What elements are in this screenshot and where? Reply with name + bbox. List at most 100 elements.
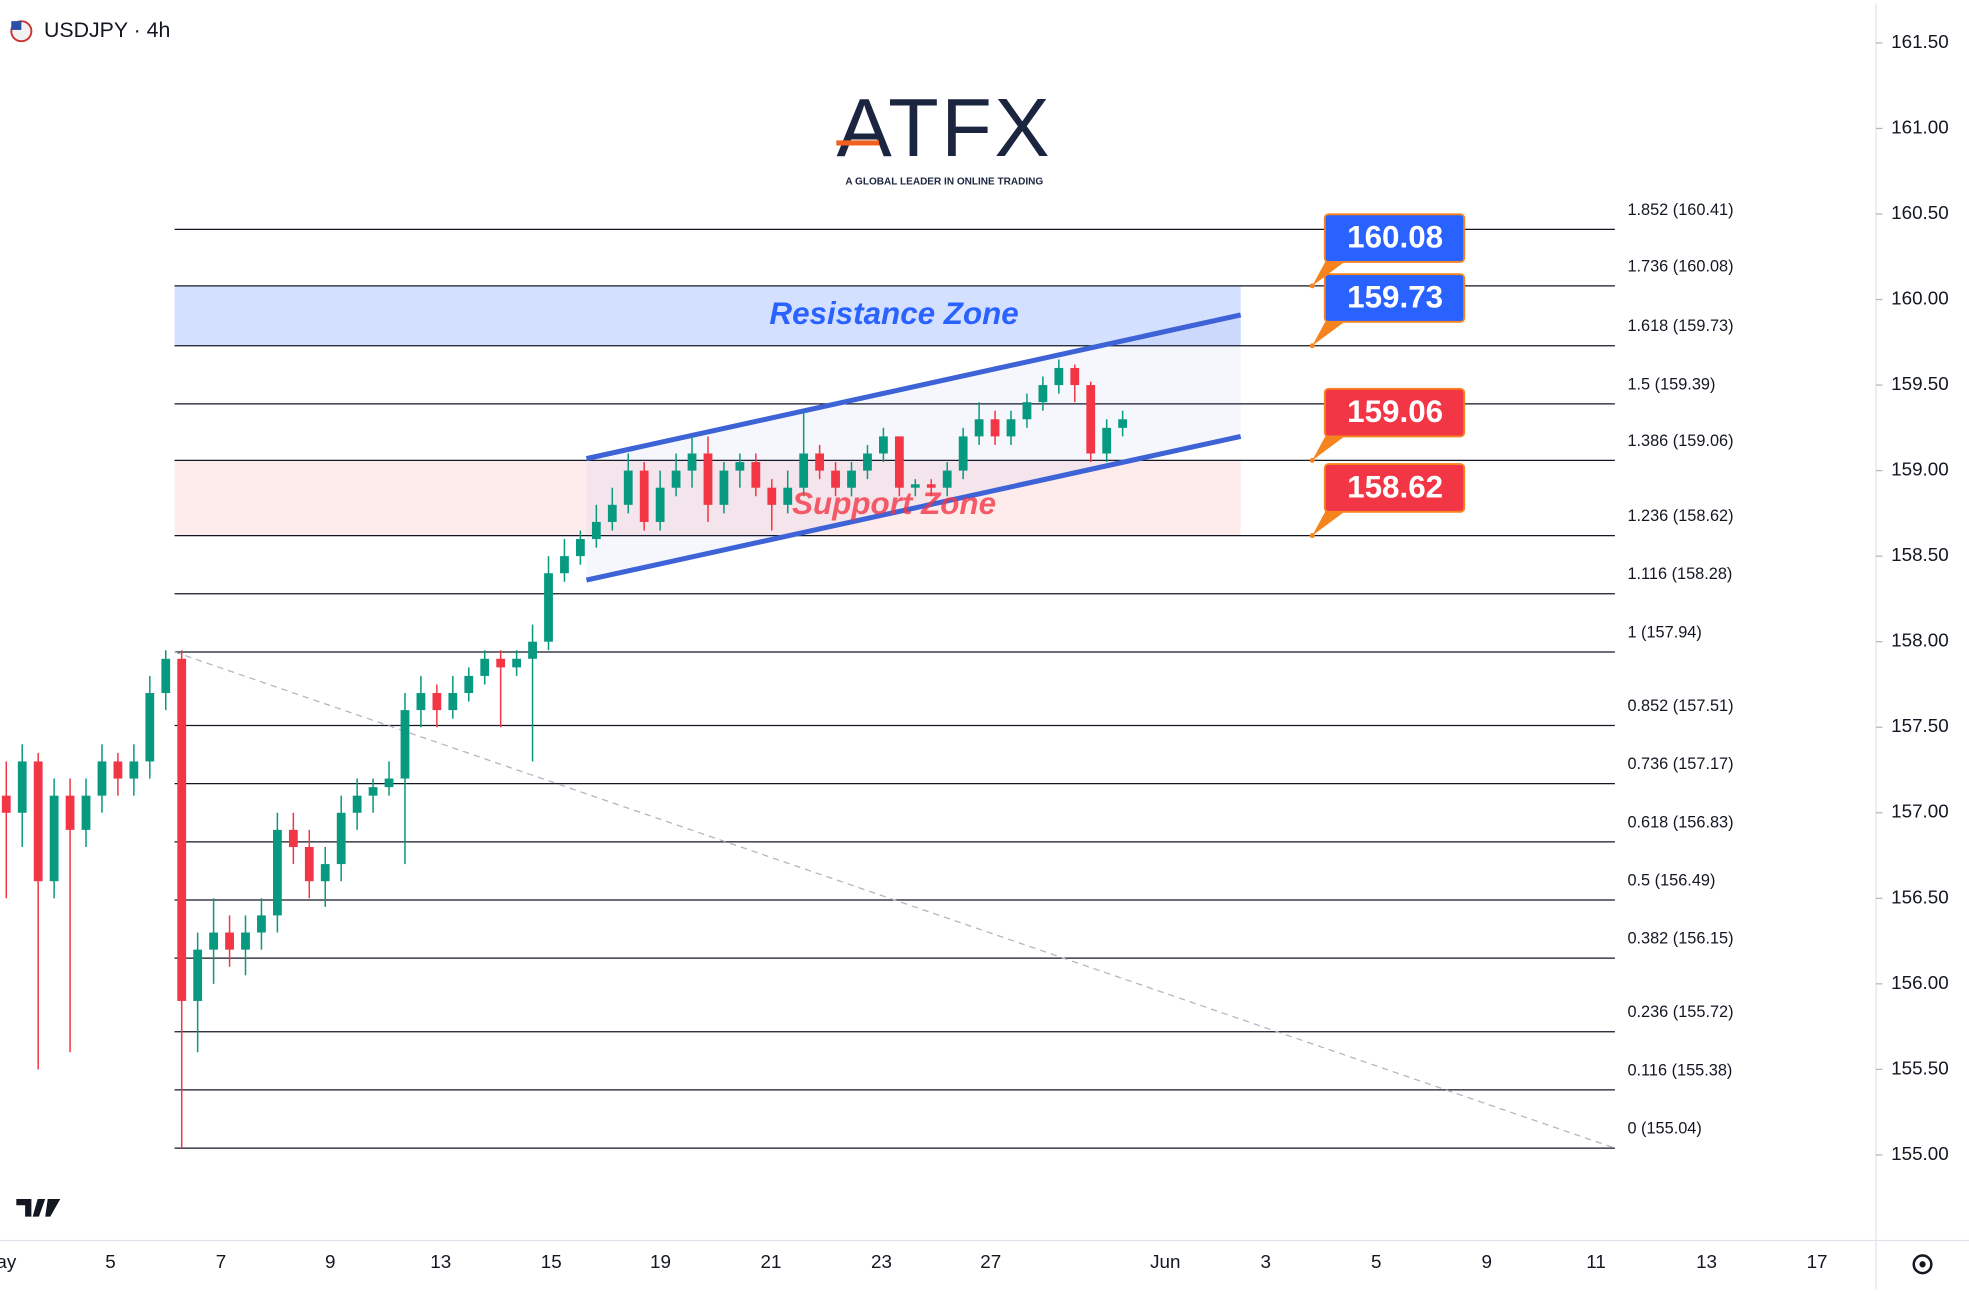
y-tick-label: 161.00 (1891, 116, 1949, 137)
candle-body (209, 932, 218, 950)
channel-line (585, 312, 1242, 462)
candle-body (639, 470, 649, 522)
x-tick-label: 3 (1261, 1251, 1271, 1272)
y-tick-label: 156.50 (1891, 886, 1949, 907)
background (0, 3, 1969, 1290)
candle-body (1006, 419, 1016, 437)
candle-body (193, 949, 203, 1001)
candle-body (416, 693, 426, 711)
fib-label: 0.618 (156.83) (1627, 813, 1733, 831)
channel-line (585, 433, 1242, 583)
candle-body (815, 453, 825, 471)
candle-body (1054, 367, 1064, 386)
candle-body (910, 484, 920, 488)
candle-body (544, 573, 553, 642)
candle-body (990, 419, 1000, 437)
fib-label: 0.5 (156.49) (1627, 871, 1715, 889)
fib-label: 0.116 (155.38) (1627, 1061, 1732, 1079)
candle-body (926, 484, 936, 488)
x-tick-label: 19 (650, 1251, 671, 1272)
y-tick-label: 160.50 (1891, 202, 1949, 223)
x-tick-label: ay (0, 1251, 17, 1272)
zone (174, 285, 1241, 346)
x-tick-label: 11 (1586, 1251, 1606, 1272)
candle-body (304, 846, 314, 882)
x-tick-label: 9 (1482, 1251, 1492, 1272)
fib-label: 0.236 (155.72) (1627, 1003, 1733, 1021)
candle-body (879, 436, 888, 454)
candle-body (161, 658, 171, 694)
price-tag-label: 158.62 (1347, 469, 1443, 504)
x-tick-label: 7 (216, 1251, 226, 1272)
candle-body (1, 795, 11, 813)
candle-body (863, 453, 872, 471)
x-tick-label: 13 (430, 1251, 451, 1272)
fib-label: 0.736 (157.17) (1627, 755, 1733, 773)
logo-tagline: A GLOBAL LEADER IN ONLINE TRADING (845, 177, 1043, 188)
x-tick-label: 5 (1371, 1251, 1381, 1272)
candle-body (177, 658, 187, 1001)
candle-body (703, 453, 713, 505)
candle-body (607, 504, 617, 522)
candle-body (799, 453, 809, 488)
price-tag-anchor (1309, 457, 1315, 463)
candle-body (528, 641, 537, 659)
candle-body (145, 693, 155, 762)
candle-body (847, 470, 856, 488)
chart-title: USDJPY · 4h (44, 18, 170, 42)
y-tick-label: 158.50 (1891, 544, 1949, 565)
settings-icon[interactable] (1912, 1254, 1933, 1275)
y-tick-label: 158.00 (1891, 630, 1949, 651)
candle-body (591, 521, 601, 540)
candle-body (113, 761, 123, 779)
fib-label: 0.382 (156.15) (1627, 930, 1733, 948)
price-tag-label: 159.73 (1347, 280, 1443, 315)
candle-body (272, 829, 282, 916)
price-tag-box (1323, 273, 1466, 323)
x-tick-label: 13 (1696, 1251, 1717, 1272)
candle-body (81, 795, 91, 830)
y-tick-label: 160.00 (1891, 287, 1949, 308)
zone-label: Support Zone (792, 486, 996, 521)
symbol-flag (10, 20, 33, 43)
y-tick-label: 161.50 (1891, 31, 1949, 52)
price-tag-box (1323, 387, 1466, 438)
fib-label: 0.852 (157.51) (1627, 697, 1733, 715)
candle-body (1118, 419, 1128, 428)
x-tick-label: 15 (541, 1251, 562, 1272)
candle-body (384, 778, 394, 788)
x-tick-label: Jun (1150, 1251, 1180, 1272)
x-tick-label: 27 (980, 1251, 1001, 1272)
y-tick-label: 159.00 (1891, 459, 1949, 480)
price-tag-anchor (1309, 533, 1315, 539)
price-tag-box (1323, 213, 1466, 263)
x-tick-label: 17 (1807, 1251, 1828, 1272)
candle-body (1086, 385, 1096, 454)
candle-body (783, 487, 793, 505)
fib-label: 1.386 (159.06) (1627, 432, 1733, 450)
candle-body (496, 658, 506, 668)
trendline (174, 651, 1616, 1149)
candle-body (974, 419, 984, 437)
candle-body (687, 453, 697, 471)
candle-body (241, 932, 250, 950)
y-tick-label: 157.50 (1891, 715, 1949, 736)
candle-body (97, 761, 107, 796)
x-tick-label: 21 (761, 1251, 782, 1272)
fib-label: 1.852 (160.41) (1627, 201, 1733, 219)
candle-body (288, 829, 298, 847)
fib-label: 1 (157.94) (1627, 623, 1701, 641)
y-tick-label: 155.50 (1891, 1057, 1949, 1078)
candle-body (400, 710, 410, 779)
candle-body (512, 658, 522, 668)
candle-body (942, 470, 952, 488)
price-tag-pointer (1312, 430, 1347, 461)
logo-brand: ATFX (836, 81, 1052, 174)
candle-body (464, 675, 474, 694)
price-tag-label: 159.06 (1347, 394, 1443, 429)
zone-label: Resistance Zone (769, 296, 1018, 331)
tradingview-logo (16, 1199, 61, 1217)
price-tag-pointer (1312, 255, 1347, 286)
candle-body (336, 812, 346, 865)
